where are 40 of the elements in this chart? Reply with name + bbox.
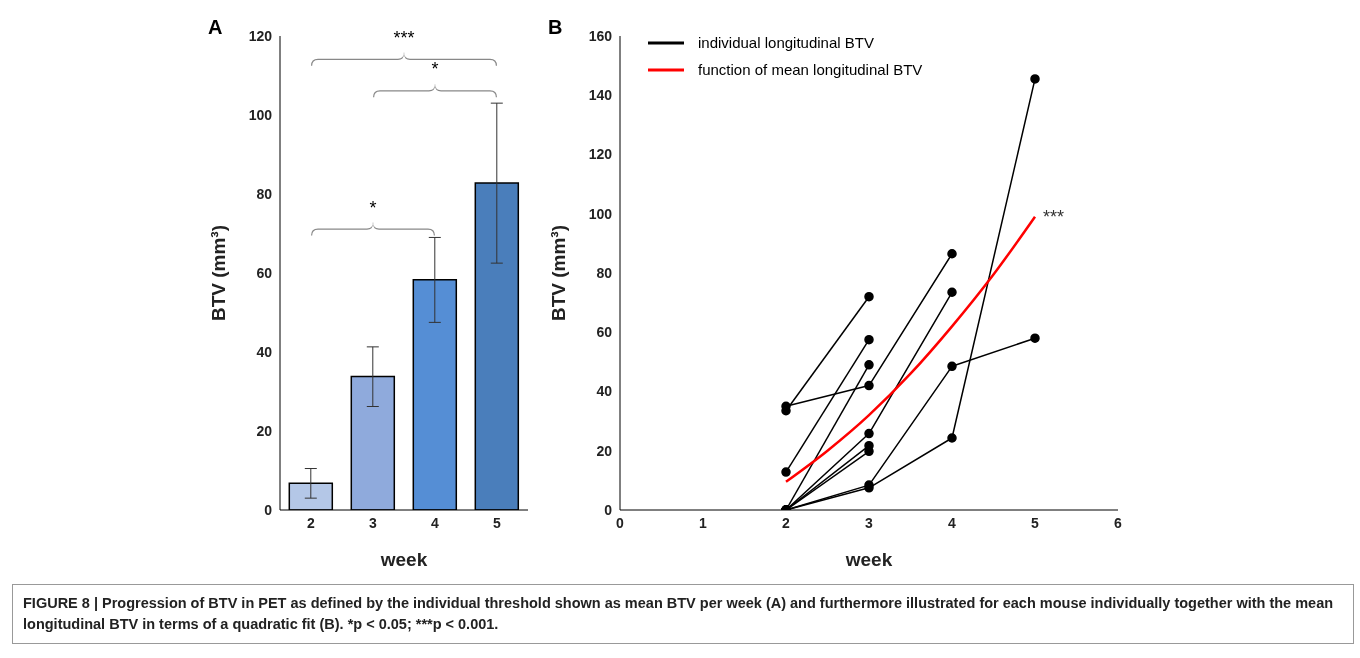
y-tick-label: 120 bbox=[588, 146, 613, 163]
y-tick-label: 60 bbox=[256, 264, 273, 281]
y-tick-label: 0 bbox=[604, 501, 613, 518]
legend-label: function of mean longitudinal BTV bbox=[698, 61, 923, 78]
x-tick-label: 2 bbox=[307, 514, 316, 531]
y-tick-label: 20 bbox=[256, 422, 273, 439]
y-tick-label: 80 bbox=[596, 264, 613, 281]
chart-title: B bbox=[548, 16, 563, 39]
y-tick-label: 100 bbox=[248, 106, 273, 123]
x-tick-label: 1 bbox=[699, 514, 708, 531]
x-tick-label: 6 bbox=[1114, 514, 1123, 531]
y-tick-label: 140 bbox=[588, 87, 613, 104]
x-tick-label: 5 bbox=[1031, 514, 1040, 531]
x-tick-label: 4 bbox=[948, 514, 957, 531]
y-axis-title: BTV (mm³) bbox=[207, 224, 229, 322]
x-tick-label: 3 bbox=[369, 514, 378, 531]
y-tick-label: 60 bbox=[596, 324, 613, 341]
x-tick-label: 0 bbox=[616, 514, 625, 531]
y-axis-title: BTV (mm³) bbox=[547, 224, 569, 322]
x-axis-title: week bbox=[844, 549, 893, 570]
annotation: * bbox=[369, 197, 377, 218]
x-tick-label: 3 bbox=[865, 514, 874, 531]
y-tick-label: 120 bbox=[248, 27, 273, 44]
annotation: *** bbox=[1043, 207, 1065, 228]
annotation: * bbox=[431, 59, 439, 80]
y-tick-label: 40 bbox=[596, 383, 613, 400]
x-axis-title: week bbox=[379, 549, 428, 570]
y-tick-label: 100 bbox=[588, 205, 613, 222]
y-tick-label: 40 bbox=[256, 343, 273, 360]
annotation: *** bbox=[393, 27, 415, 48]
chart-title: A bbox=[208, 16, 223, 39]
y-tick-label: 80 bbox=[256, 185, 273, 202]
y-tick-label: 160 bbox=[588, 27, 613, 44]
x-tick-label: 2 bbox=[782, 514, 791, 531]
x-tick-label: 5 bbox=[493, 514, 502, 531]
y-tick-label: 0 bbox=[264, 501, 273, 518]
caption: FIGURE 8 | Progression of BTV in PET as defined by the individual threshold shown as mean BTV per week (A) and furthermore illustrated for each mouse individually together with the mean longitudinal BTV in terms of a quadratic fit (B). *p < 0.05; ***p < 0.001. bbox=[12, 584, 1354, 645]
y-tick-label: 20 bbox=[596, 442, 613, 459]
x-tick-label: 4 bbox=[431, 514, 440, 531]
legend-label: individual longitudinal BTV bbox=[698, 34, 874, 51]
